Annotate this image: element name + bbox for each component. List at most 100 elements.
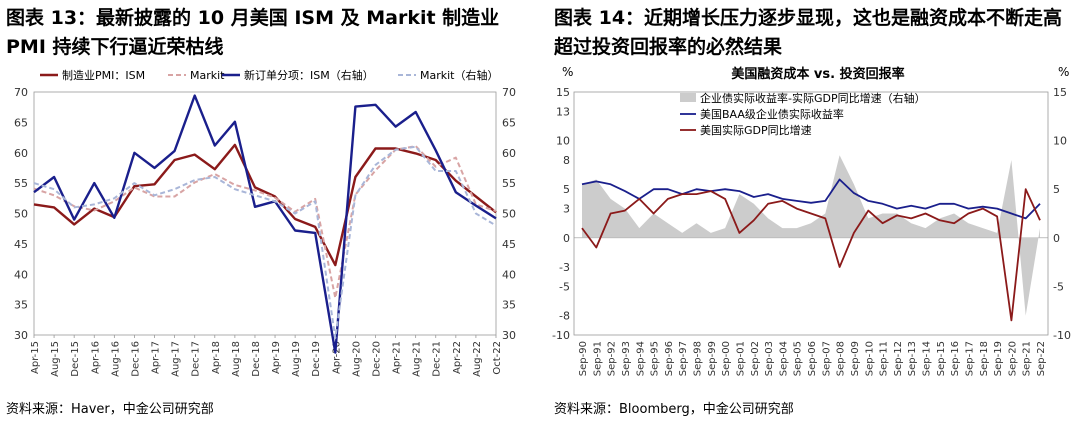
financing-cost-chart: 美国融资成本 vs. 投资回报率 % % -10 -8 -5 -3 0 3 5 8 10 13 15… bbox=[552, 65, 1071, 376]
right-axis-tick-label: -5 bbox=[1053, 280, 1064, 293]
right-axis-tick-label: 5 bbox=[1053, 183, 1060, 196]
left-axis-tick-label: 8 bbox=[563, 154, 570, 167]
pmi-chart: 制造业PMI：ISM Markit 新订单分项：ISM（右轴） Markit（右轴） … bbox=[14, 68, 516, 377]
x-axis-tick-label: Apr-19 bbox=[271, 341, 282, 374]
x-axis-tick-label: Apr-16 bbox=[90, 341, 101, 374]
x-axis-tick-label: Dec-18 bbox=[251, 341, 262, 377]
x-axis-tick-label: Apr-21 bbox=[392, 341, 403, 374]
x-axis-tick-label: Sep-02 bbox=[750, 341, 761, 376]
legend-label-0: 企业债实际收益率-实际GDP同比增速（右轴） bbox=[700, 91, 926, 105]
x-axis-tick-label: Aug-19 bbox=[291, 341, 302, 377]
left-axis-tick-label: 5 bbox=[563, 183, 570, 196]
figure-14-source: 资料来源：Bloomberg，中金公司研究部 bbox=[554, 402, 794, 417]
x-axis-tick-label: Dec-16 bbox=[130, 341, 141, 377]
figure-13-title-text: 图表 13：最新披露的 10 月美国 ISM 及 Markit 制造业 PMI … bbox=[6, 7, 500, 58]
right-axis-tick-label: 35 bbox=[502, 299, 516, 312]
left-axis-tick-label: 10 bbox=[556, 135, 570, 148]
legend-label-2: 美国实际GDP同比增速 bbox=[700, 123, 812, 137]
plot-frame bbox=[573, 91, 1049, 336]
legend-label-3: Markit（右轴） bbox=[420, 68, 499, 82]
pmi-legend: 制造业PMI：ISM Markit 新订单分项：ISM（右轴） Markit（右轴） bbox=[40, 68, 499, 82]
series-line-1 bbox=[33, 145, 497, 299]
x-axis-tick-label: Sep-06 bbox=[807, 341, 818, 376]
x-axis-tick-label: Sep-12 bbox=[893, 341, 904, 376]
legend-label-0: 制造业PMI：ISM bbox=[62, 68, 145, 82]
x-axis-tick-label: Aug-18 bbox=[231, 341, 242, 377]
legend-swatch-0 bbox=[680, 93, 696, 102]
financing-series bbox=[581, 155, 1041, 322]
right-axis-tick-label: 50 bbox=[502, 208, 516, 221]
x-axis-tick-label: Aug-21 bbox=[412, 341, 423, 377]
x-axis-tick-label: Sep-21 bbox=[1022, 341, 1033, 376]
right-axis-tick-label: 55 bbox=[502, 177, 516, 190]
x-axis-tick-label: Sep-00 bbox=[721, 341, 732, 376]
right-axis-tick-label: 60 bbox=[502, 147, 516, 160]
left-axis-tick-label: 70 bbox=[14, 86, 28, 99]
x-axis-tick-label: Sep-94 bbox=[635, 341, 646, 376]
legend-label-1: Markit bbox=[190, 69, 225, 82]
right-axis-tick-label: 70 bbox=[502, 86, 516, 99]
x-axis-tick-label: Sep-09 bbox=[850, 341, 861, 376]
x-axis-tick-label: Sep-91 bbox=[592, 341, 603, 376]
right-axis-tick-label: 65 bbox=[502, 116, 516, 129]
x-axis-tick-label: Sep-19 bbox=[993, 341, 1004, 376]
series-line-2 bbox=[33, 94, 497, 354]
left-axis-tick-label: 35 bbox=[14, 299, 28, 312]
x-axis-tick-label: Sep-98 bbox=[693, 341, 704, 376]
x-axis-tick-label: Apr-17 bbox=[151, 341, 162, 374]
x-axis-tick-label: Aug-16 bbox=[110, 341, 121, 377]
financing-chart-title: 美国融资成本 vs. 投资回报率 bbox=[731, 66, 904, 82]
x-axis-tick-label: Sep-22 bbox=[1036, 341, 1047, 376]
x-axis-tick-label: Dec-20 bbox=[371, 341, 382, 377]
x-axis-tick-label: Dec-17 bbox=[191, 341, 202, 377]
x-axis-tick-label: Sep-17 bbox=[964, 341, 975, 376]
left-axis-tick-label: -8 bbox=[559, 310, 570, 323]
x-axis-tick-label: Aug-15 bbox=[50, 341, 61, 377]
x-axis-tick-label: Sep-16 bbox=[950, 341, 961, 376]
spread-area bbox=[582, 155, 1040, 316]
x-axis-tick-label: Apr-18 bbox=[211, 341, 222, 374]
left-axis-tick-label: 60 bbox=[14, 147, 28, 160]
left-axis-tick-label: 45 bbox=[14, 238, 28, 251]
x-axis-tick-label: Dec-15 bbox=[70, 341, 81, 377]
figure-13: 图表 13：最新披露的 10 月美国 ISM 及 Markit 制造业 PMI … bbox=[0, 0, 530, 424]
legend-label-1: 美国BAA级企业债实际收益率 bbox=[700, 107, 844, 121]
left-unit-label: % bbox=[562, 65, 573, 79]
x-axis-tick-label: Sep-14 bbox=[922, 341, 933, 376]
x-axis-tick-label: Aug-22 bbox=[472, 341, 483, 377]
x-axis-tick-label: Sep-18 bbox=[979, 341, 990, 376]
x-axis-tick-label: Sep-07 bbox=[821, 341, 832, 376]
financing-legend: 企业债实际收益率-实际GDP同比增速（右轴） 美国BAA级企业债实际收益率美国实际… bbox=[680, 91, 926, 137]
figure-13-title: 图表 13：最新披露的 10 月美国 ISM 及 Markit 制造业 PMI … bbox=[6, 4, 526, 62]
figure-14: 图表 14：近期增长压力逐步显现，这也是融资成本不断走高超过投资回报率的必然结果… bbox=[548, 0, 1080, 424]
x-axis-tick-label: Sep-11 bbox=[879, 341, 890, 376]
pmi-series bbox=[33, 94, 497, 354]
x-axis-tick-label: Sep-96 bbox=[664, 341, 675, 376]
x-axis-tick-label: Sep-13 bbox=[907, 341, 918, 376]
right-axis-tick-label: 45 bbox=[502, 238, 516, 251]
series-line-3 bbox=[33, 145, 497, 339]
left-axis-tick-label: 50 bbox=[14, 208, 28, 221]
left-axis-tick-label: 13 bbox=[556, 105, 570, 118]
x-axis-tick-label: Sep-90 bbox=[578, 341, 589, 376]
x-axis-tick-label: Sep-05 bbox=[793, 341, 804, 376]
x-axis-tick-label: Sep-97 bbox=[678, 341, 689, 376]
right-axis-tick-label: 40 bbox=[502, 268, 516, 281]
figure-13-source: 资料来源：Haver，中金公司研究部 bbox=[6, 402, 214, 417]
x-axis-tick-label: Apr-22 bbox=[452, 341, 463, 374]
x-axis-tick-label: Oct-22 bbox=[492, 341, 503, 375]
x-axis-tick-label: Sep-10 bbox=[864, 341, 875, 376]
x-axis-tick-label: Sep-99 bbox=[707, 341, 718, 376]
x-axis-tick-label: Aug-17 bbox=[171, 341, 182, 377]
x-axis-tick-label: Sep-95 bbox=[650, 341, 661, 376]
right-axis-tick-label: 15 bbox=[1053, 86, 1067, 99]
x-axis-tick-label: Dec-21 bbox=[432, 341, 443, 377]
left-axis-tick-label: -10 bbox=[552, 329, 570, 342]
right-axis-tick-label: 10 bbox=[1053, 135, 1067, 148]
pmi-axes: 30 30 35 35 40 40 45 45 50 50 55 55 60 60 65 65 70 70 Apr-… bbox=[14, 86, 516, 377]
x-axis-tick-label: Sep-20 bbox=[1007, 341, 1018, 376]
left-axis-tick-label: 30 bbox=[14, 329, 28, 342]
x-axis-tick-label: Sep-03 bbox=[764, 341, 775, 376]
left-axis-tick-label: 55 bbox=[14, 177, 28, 190]
left-axis-tick-label: 15 bbox=[556, 86, 570, 99]
